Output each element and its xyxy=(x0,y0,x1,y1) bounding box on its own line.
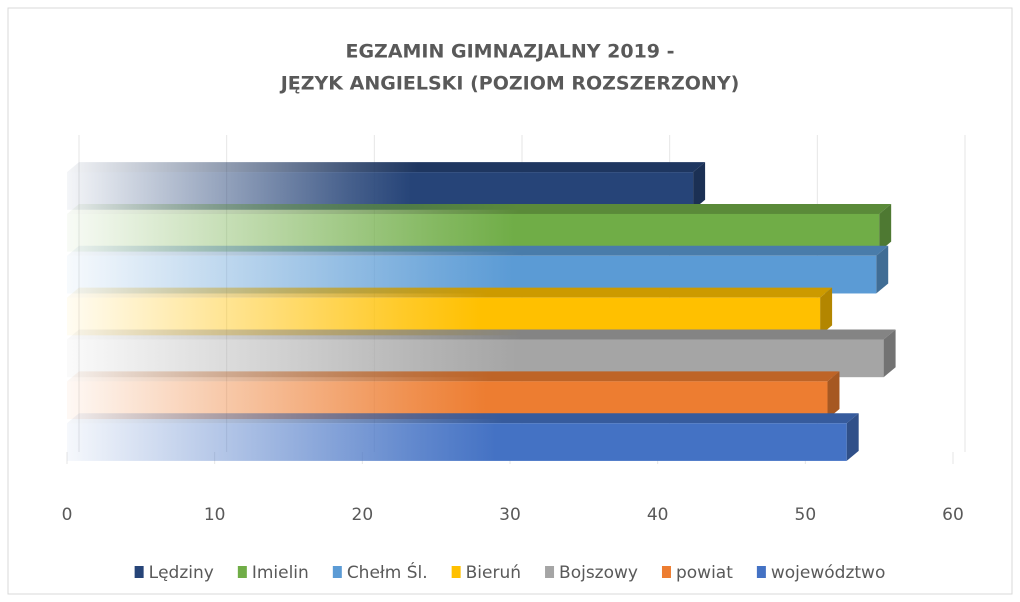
legend-label: Bojszowy xyxy=(559,563,638,583)
legend-swatch xyxy=(661,566,671,578)
legend-swatch xyxy=(451,566,461,578)
bar-top xyxy=(67,329,896,340)
legend-label: Imielin xyxy=(252,563,309,583)
bar-top xyxy=(67,245,889,256)
bar-side xyxy=(827,371,840,420)
x-tick-label: 50 xyxy=(795,505,817,525)
x-tick-label: 30 xyxy=(499,505,521,525)
x-tick-label: 20 xyxy=(352,505,374,525)
bar-side xyxy=(693,162,706,210)
bar-top xyxy=(67,413,859,424)
bar-top xyxy=(67,162,706,173)
chart-title: JĘZYK ANGIELSKI (POZIOM ROZSZERZONY) xyxy=(279,73,740,95)
bar-top xyxy=(67,287,833,298)
legend-label: Bieruń xyxy=(466,563,521,583)
legend-swatch xyxy=(332,566,342,578)
bar-side xyxy=(820,287,833,336)
bar-side xyxy=(846,413,859,461)
legend-swatch xyxy=(756,566,766,578)
bar-side xyxy=(879,203,892,252)
bar xyxy=(67,423,847,461)
x-tick-label: 10 xyxy=(204,505,226,525)
bar xyxy=(67,213,880,252)
bar xyxy=(67,339,884,378)
bar xyxy=(67,172,694,210)
bar xyxy=(67,255,877,294)
x-tick-label: 0 xyxy=(62,505,73,525)
x-tick-label: 40 xyxy=(647,505,669,525)
x-tick-label: 60 xyxy=(942,505,964,525)
legend-label: Chełm Śl. xyxy=(347,561,428,583)
bar-top xyxy=(67,371,840,382)
legend-label: województwo xyxy=(771,563,885,583)
legend-swatch xyxy=(545,566,555,578)
bar-side xyxy=(883,329,896,378)
bar-side xyxy=(876,245,889,294)
legend-label: powiat xyxy=(676,563,733,583)
legend-label: Lędziny xyxy=(149,563,214,583)
bar xyxy=(67,297,821,336)
bar-top xyxy=(67,203,892,214)
chart-title: EGZAMIN GIMNAZJALNY 2019 - xyxy=(345,41,674,63)
bar xyxy=(67,381,828,420)
legend-swatch xyxy=(134,566,144,578)
legend-swatch xyxy=(237,566,247,578)
